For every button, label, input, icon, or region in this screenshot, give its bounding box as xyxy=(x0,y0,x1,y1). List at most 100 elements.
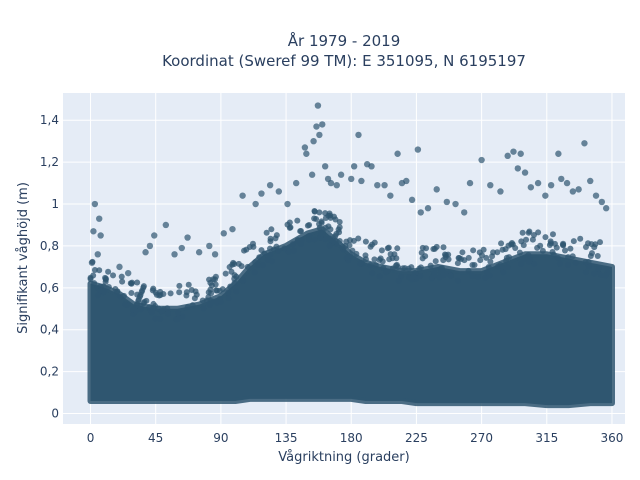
edge-point xyxy=(304,222,311,229)
edge-point xyxy=(520,242,527,249)
edge-point xyxy=(546,242,553,249)
edge-point xyxy=(176,282,183,289)
data-point-64 xyxy=(504,152,511,160)
edge-point xyxy=(118,273,125,280)
chart-title-line-1: År 1979 - 2019 xyxy=(288,31,401,50)
edge-point xyxy=(119,278,126,285)
edge-point xyxy=(209,298,216,305)
edge-point xyxy=(469,273,476,280)
edge-point xyxy=(102,274,109,281)
x-tick-label-4: 180 xyxy=(340,431,363,445)
edge-point xyxy=(225,289,232,296)
edge-point xyxy=(362,238,369,245)
edge-point xyxy=(422,253,429,260)
data-point-59 xyxy=(461,209,468,216)
edge-point xyxy=(549,231,556,238)
edge-point xyxy=(389,265,396,272)
x-axis-title: Vågriktning (grader) xyxy=(278,450,409,465)
edge-point xyxy=(267,251,274,258)
data-point-37 xyxy=(327,179,335,187)
edge-point xyxy=(134,291,141,298)
edge-point xyxy=(160,291,167,298)
edge-point xyxy=(417,272,424,279)
edge-point xyxy=(252,259,259,266)
edge-point xyxy=(90,272,97,279)
edge-point xyxy=(570,238,577,245)
data-point-51 xyxy=(403,177,410,185)
edge-point xyxy=(96,287,103,294)
edge-point xyxy=(294,217,301,224)
y-tick-label-7: 1,4 xyxy=(40,113,59,127)
edge-point xyxy=(318,218,325,225)
edge-point xyxy=(560,240,567,247)
chart-title-line-2: Koordinat (Sweref 99 TM): E 351095, N 61… xyxy=(162,52,526,70)
edge-point xyxy=(200,305,207,312)
edge-point xyxy=(430,245,437,252)
data-point-63 xyxy=(497,188,504,195)
edge-point xyxy=(516,249,523,256)
data-point-32 xyxy=(314,102,322,109)
chart-title: År 1979 - 2019 Koordinat (Sweref 99 TM):… xyxy=(162,31,526,70)
edge-point xyxy=(474,274,481,281)
edge-point xyxy=(127,280,134,287)
edge-point xyxy=(212,281,219,288)
data-point-24 xyxy=(275,188,283,195)
edge-point xyxy=(567,245,574,252)
edge-point xyxy=(440,257,447,264)
x-tick-label-8: 360 xyxy=(601,431,624,445)
edge-point xyxy=(369,270,376,277)
edge-point xyxy=(251,269,258,276)
edge-point xyxy=(105,283,112,290)
data-point-77 xyxy=(575,186,582,193)
data-point-42 xyxy=(355,131,362,139)
edge-point xyxy=(289,241,296,248)
edge-point xyxy=(256,254,263,261)
y-axis-title: Signifikant våghöjd (m) xyxy=(16,182,31,334)
data-point-81 xyxy=(598,198,606,206)
edge-point xyxy=(483,254,490,261)
edge-point xyxy=(96,267,103,274)
edge-point xyxy=(306,236,313,243)
data-point-66 xyxy=(514,165,522,172)
edge-point xyxy=(208,290,215,297)
edge-point xyxy=(591,270,598,277)
data-point-15 xyxy=(195,249,203,256)
y-tick-labels: 0 0,2 0,4 0,6 0,8 1 1,2 1,4 xyxy=(40,113,59,420)
edge-point xyxy=(185,281,192,288)
edge-point xyxy=(382,269,389,276)
edge-point xyxy=(508,241,515,248)
data-point-18 xyxy=(220,230,227,237)
edge-point xyxy=(427,262,434,269)
edge-point xyxy=(441,251,448,258)
edge-point xyxy=(336,224,343,231)
edge-point xyxy=(130,306,137,313)
data-point-28 xyxy=(303,150,310,157)
edge-point xyxy=(311,215,318,222)
edge-point xyxy=(577,235,584,242)
edge-point xyxy=(376,256,383,263)
edge-point xyxy=(322,236,329,243)
edge-point xyxy=(101,287,108,294)
edge-point xyxy=(238,263,245,270)
edge-point xyxy=(149,287,156,294)
data-point-9 xyxy=(146,242,154,250)
data-point-25 xyxy=(284,200,291,208)
edge-point xyxy=(582,269,589,276)
edge-point xyxy=(440,244,447,251)
edge-point xyxy=(445,256,452,263)
edge-point xyxy=(569,253,576,260)
edge-point xyxy=(406,274,413,281)
edge-point xyxy=(588,250,595,257)
edge-point xyxy=(316,224,323,231)
edge-point xyxy=(140,283,147,290)
y-tick-label-0: 0 xyxy=(51,407,59,421)
edge-point xyxy=(503,254,510,261)
edge-point xyxy=(394,245,401,252)
data-point-20 xyxy=(239,192,246,199)
edge-point xyxy=(408,264,415,271)
data-point-49 xyxy=(394,150,401,157)
edge-point xyxy=(470,247,477,254)
edge-point xyxy=(459,249,466,256)
data-point-52 xyxy=(408,196,416,204)
edge-point xyxy=(318,231,325,238)
